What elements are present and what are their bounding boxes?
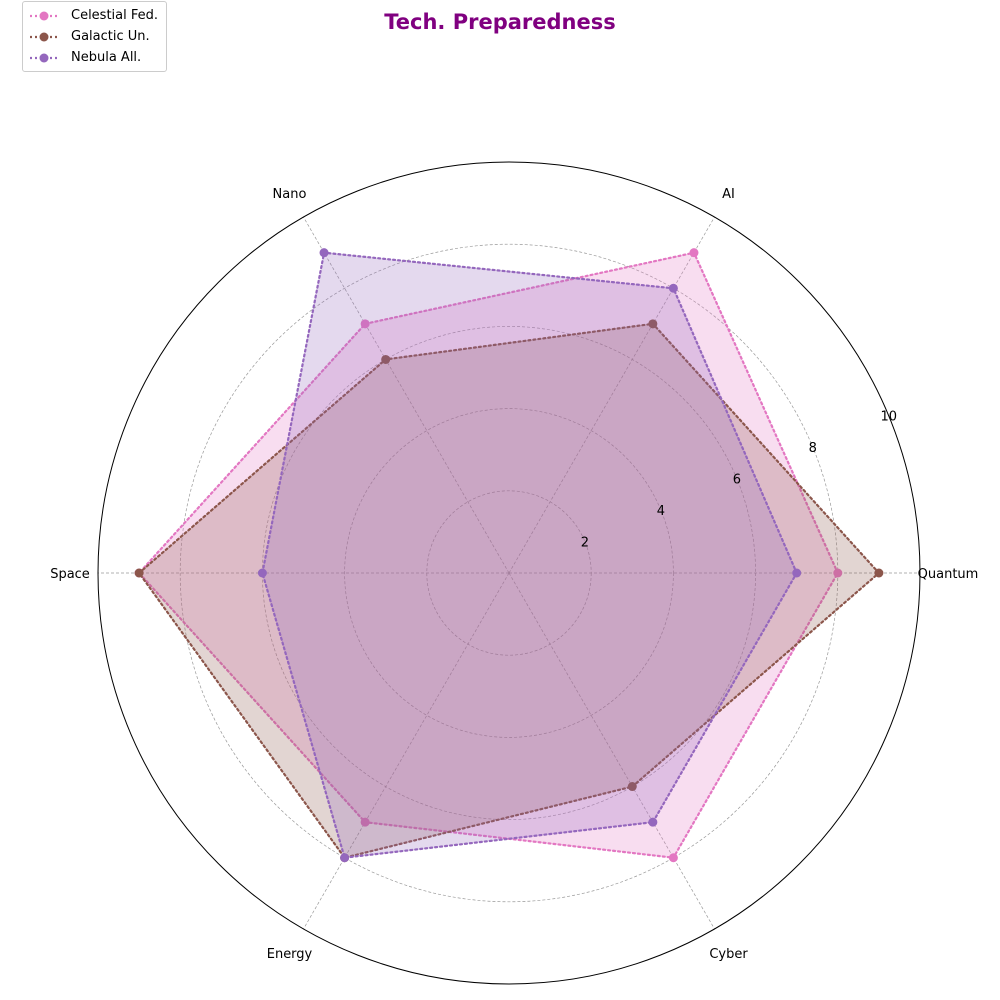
data-point xyxy=(257,568,267,578)
radial-gridline xyxy=(344,408,674,738)
legend-item: Nebula All. xyxy=(29,47,158,68)
data-point xyxy=(319,248,329,258)
legend-item: Celestial Fed. xyxy=(29,5,158,26)
radial-tick-label: 10 xyxy=(880,410,897,425)
data-point xyxy=(792,568,802,578)
legend-label: Celestial Fed. xyxy=(71,8,159,23)
data-point xyxy=(648,319,658,329)
series-area-0 xyxy=(139,252,838,858)
radial-tick-label: 2 xyxy=(581,536,589,551)
polar-frame xyxy=(97,161,921,985)
radial-tick-label: 4 xyxy=(657,504,665,519)
data-point xyxy=(381,354,391,364)
data-point xyxy=(360,319,370,329)
legend-swatch xyxy=(30,11,58,20)
series-area-2 xyxy=(262,252,797,858)
radial-tick-label: 8 xyxy=(809,441,817,456)
data-point xyxy=(668,283,678,293)
data-point xyxy=(833,568,843,578)
legend-swatch xyxy=(30,53,58,62)
data-point xyxy=(874,568,884,578)
data-point xyxy=(668,853,678,863)
legend-label: Galactic Un. xyxy=(71,29,150,44)
legend: Celestial Fed. Galactic Un. Nebula All. xyxy=(22,1,168,72)
chart-title: Tech. Preparedness xyxy=(384,10,616,34)
series-area-1 xyxy=(139,323,879,858)
category-label: Nano xyxy=(273,187,307,202)
data-point xyxy=(340,853,350,863)
category-label: AI xyxy=(722,187,735,202)
data-point xyxy=(689,248,699,258)
legend-label: Nebula All. xyxy=(71,50,142,65)
data-point xyxy=(648,817,658,827)
category-label: Energy xyxy=(267,947,313,962)
angular-gridline xyxy=(303,216,510,574)
data-point xyxy=(627,782,637,792)
data-point xyxy=(360,817,370,827)
legend-item: Galactic Un. xyxy=(29,26,158,47)
radial-tick-label: 6 xyxy=(733,473,741,488)
legend-marker xyxy=(39,11,49,20)
legend-swatch xyxy=(30,32,58,41)
category-label: Space xyxy=(50,567,90,582)
category-label: Quantum xyxy=(918,567,979,582)
category-label: Cyber xyxy=(709,947,748,962)
angular-gridline xyxy=(508,572,715,930)
data-point xyxy=(134,568,144,578)
legend-marker xyxy=(39,32,49,41)
angular-gridline xyxy=(303,572,510,930)
legend-marker xyxy=(39,53,49,62)
angular-gridline xyxy=(508,216,715,574)
